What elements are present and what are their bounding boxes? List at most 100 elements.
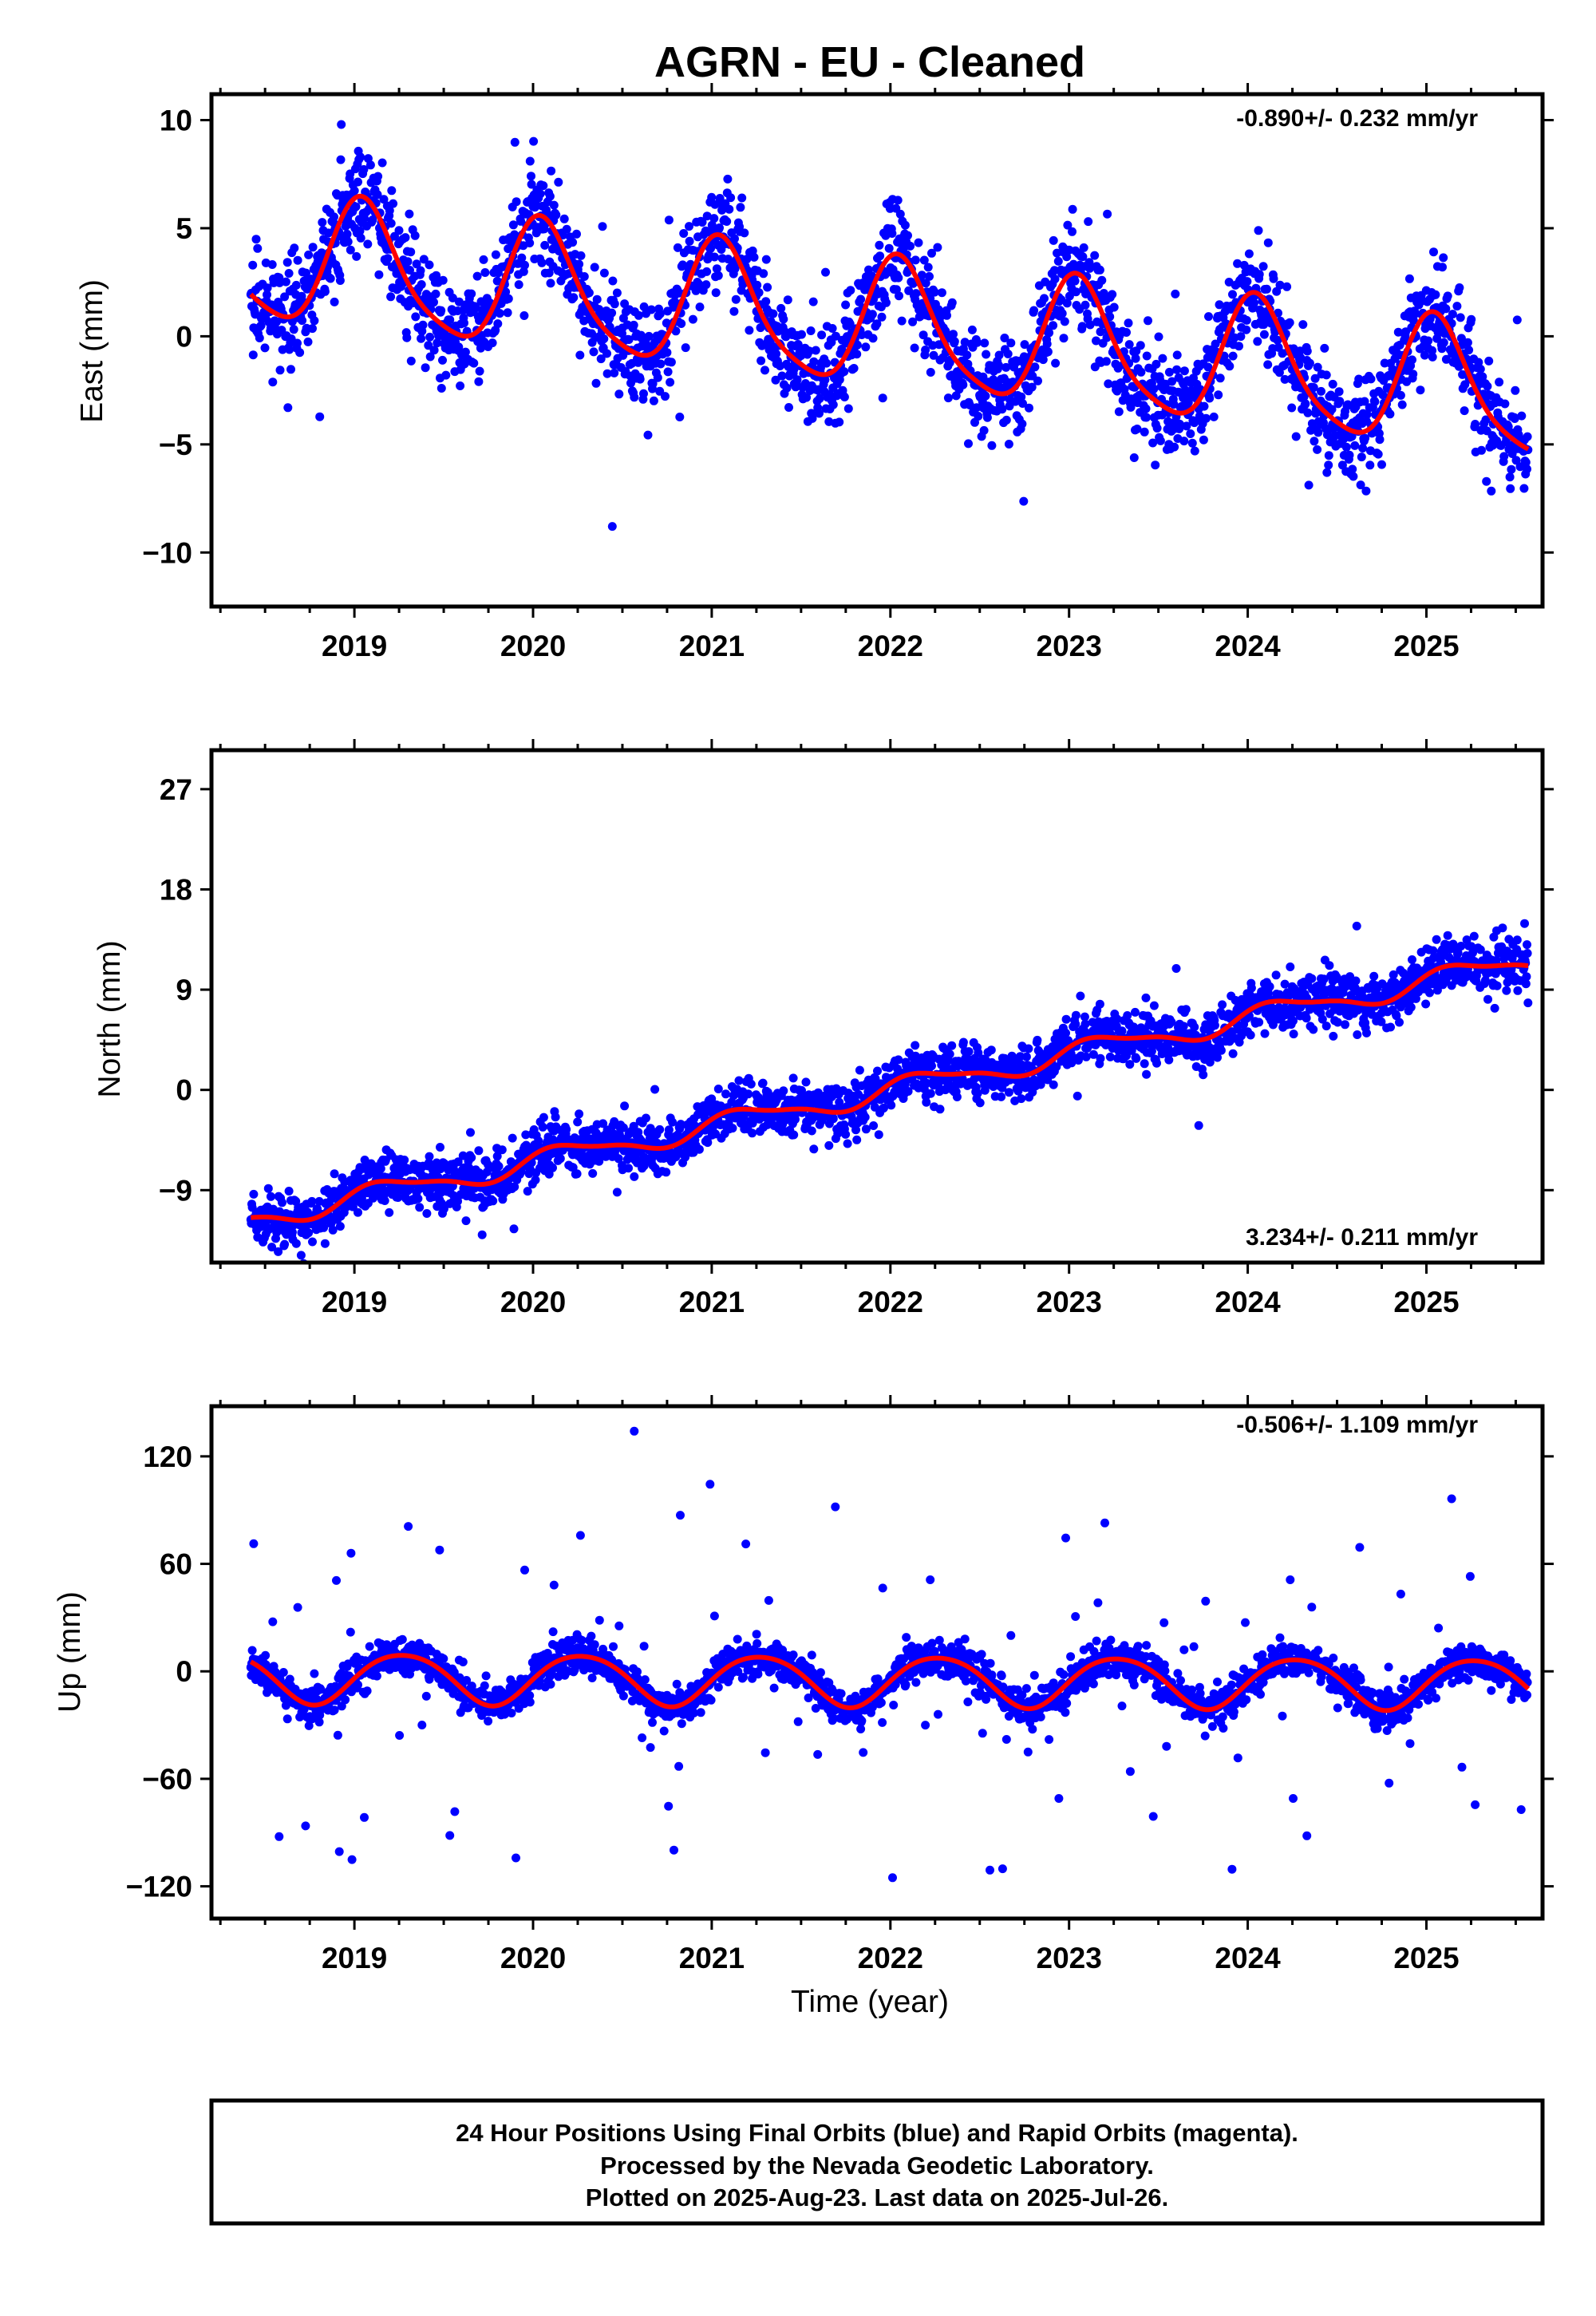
east-position-point [797,330,806,339]
north-position-point [975,1098,985,1108]
east-position-point [982,413,992,422]
north-position-point [873,1066,882,1076]
north-position-point [458,1151,468,1160]
east-position-point [817,330,827,340]
north-position-point [1353,1030,1362,1039]
east-position-point [1302,346,1312,356]
east-position-point [768,309,778,318]
north-position-point [744,1089,753,1099]
east-position-point [1416,385,1425,395]
east-position-point [921,279,930,288]
east-position-point [448,293,457,302]
east-position-point [1078,252,1088,262]
north-position-point [467,1153,476,1162]
north-position-point [1246,983,1256,993]
east-position-point [1393,327,1403,337]
north-position-point [1289,1030,1298,1039]
north-position-point [521,1130,531,1140]
north-position-point [1171,964,1181,973]
east-position-point [1420,350,1429,360]
east-position-point [1362,409,1372,419]
east-position-point [639,302,649,311]
east-position-point [610,368,619,377]
east-position-point [1506,484,1515,493]
east-position-point [1141,404,1151,413]
east-position-point [410,231,420,240]
east-position-point [1040,294,1049,303]
east-position-point [729,306,739,316]
east-position-point [365,160,375,170]
north-position-point [855,1065,864,1075]
east-position-point [772,349,781,358]
east-position-point [1341,442,1351,452]
east-position-point [1103,209,1112,219]
east-position-point [368,215,377,224]
north-position-point [436,1143,444,1152]
east-position-point [1018,399,1027,408]
east-position-point [248,350,258,360]
east-position-point [947,298,957,307]
east-position-point [438,275,448,285]
east-position-point [856,294,866,304]
east-position-point [562,224,571,234]
east-position-point [330,297,339,306]
east-position-point [1105,312,1115,322]
east-position-point [417,280,426,289]
east-position-point [260,343,270,353]
east-position-point [1063,220,1073,230]
north-position-point [1408,955,1416,964]
east-position-point [845,319,855,329]
east-position-point [1053,256,1063,266]
east-position-point [1455,283,1464,292]
north-position-point [952,1093,962,1101]
east-position-point [1439,338,1448,347]
east-position-point [326,274,335,283]
east-position-point [429,346,439,355]
east-position-point [293,338,302,348]
east-position-point [1441,304,1451,314]
east-position-point [802,393,812,402]
north-position-point [494,1161,504,1171]
north-position-point [668,1117,678,1127]
east-position-point [839,393,849,401]
east-position-point [998,405,1007,414]
east-position-point [545,192,555,201]
north-position-point [958,1037,968,1047]
east-position-point [607,522,617,532]
north-position-point [1228,1049,1238,1058]
north-position-point [763,1088,772,1097]
north-position-point [562,1124,571,1134]
north-position-point [1071,1010,1080,1020]
east-position-point [579,272,589,281]
east-position-point [263,283,272,293]
north-position-point [1096,1053,1105,1063]
north-position-point [1490,1003,1499,1013]
east-position-point [1030,362,1040,372]
east-position-point [386,292,396,302]
north-position-point [887,1101,896,1110]
north-position-point [734,1076,744,1085]
east-position-point [1233,259,1242,268]
east-position-point [460,347,470,357]
east-position-point [702,211,712,221]
north-position-point [1498,923,1507,933]
north-position-point [947,1041,957,1050]
east-position-point [1132,425,1142,433]
east-position-point [1448,310,1457,319]
east-position-point [412,259,421,269]
east-position-point [1303,408,1313,417]
east-position-point [906,241,915,251]
north-position-point [612,1188,622,1197]
east-position-point [792,375,802,385]
east-position-point [356,233,365,243]
east-position-point [510,137,519,147]
east-position-point [298,316,307,326]
east-position-point [1438,263,1447,272]
east-position-point [827,338,836,347]
north-position-point [400,1156,409,1164]
east-position-point [280,292,290,302]
east-position-point [987,441,997,450]
east-position-point [1360,397,1369,406]
east-position-point [1172,365,1182,374]
